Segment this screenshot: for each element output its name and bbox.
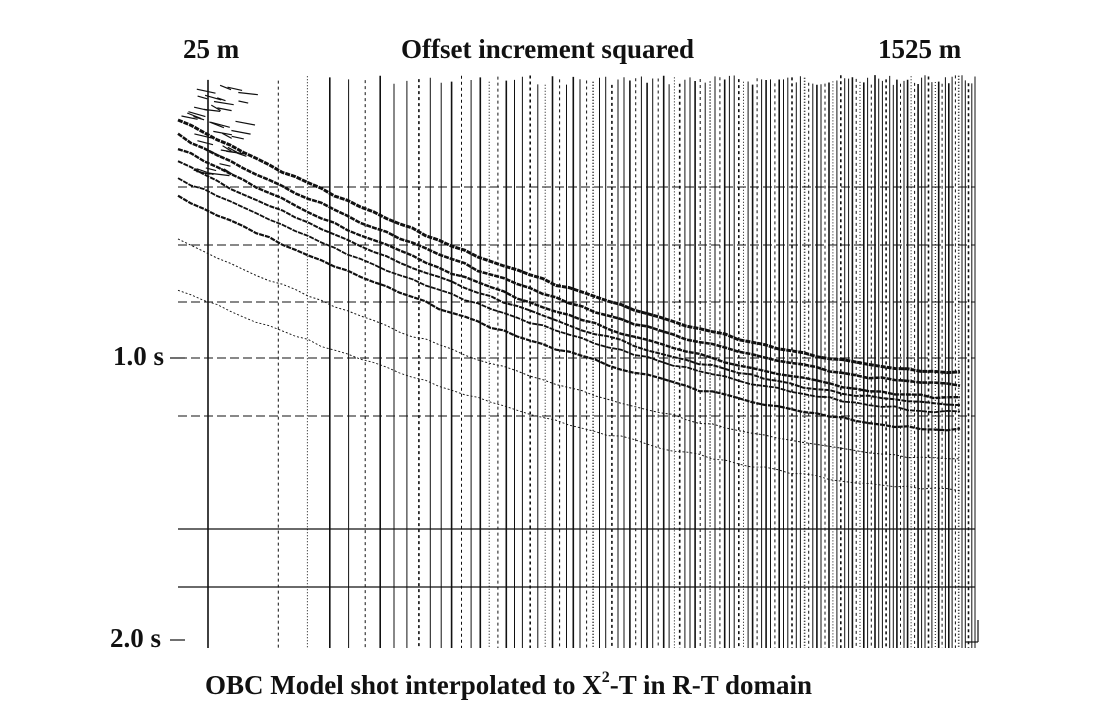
- early-arrival-mark: [193, 115, 205, 121]
- early-arrival-mark: [209, 121, 225, 129]
- time-label-2s: 2.0 s: [110, 623, 162, 653]
- early-arrival-mark: [181, 115, 198, 120]
- reflection-event: [177, 194, 961, 432]
- offset-start-label: 25 m: [183, 34, 240, 64]
- early-arrival-mark: [196, 170, 211, 175]
- caption-prefix: OBC Model shot interpolated to X: [205, 670, 602, 700]
- caption-superscript: 2: [601, 669, 610, 686]
- time-label-1s: 1.0 s: [113, 341, 165, 371]
- reflection-event: [177, 160, 961, 407]
- early-arrival-mark: [231, 135, 244, 140]
- early-arrival-mark: [208, 172, 230, 177]
- early-arrival-mark: [197, 95, 208, 100]
- early-arrival-mark: [238, 91, 258, 96]
- early-arrival-mark: [219, 163, 231, 167]
- early-arrival-mark: [222, 132, 232, 139]
- time-grid-lines: [170, 186, 975, 641]
- early-arrival-mark: [222, 145, 232, 152]
- caption-suffix: -T in R-T domain: [609, 670, 813, 700]
- early-arrival-mark: [196, 88, 216, 94]
- early-arrival-mark: [220, 149, 242, 154]
- reflection-events: [177, 84, 961, 492]
- early-arrival-mark: [227, 86, 243, 91]
- early-arrival-mark: [235, 120, 256, 126]
- early-arrival-mark: [208, 149, 221, 157]
- reflection-event: [177, 147, 960, 400]
- offset-end-label: 1525 m: [878, 34, 962, 64]
- offset-axis-title: Offset increment squared: [401, 34, 694, 64]
- early-arrival-mark: [217, 107, 232, 112]
- early-arrival-mark: [223, 168, 233, 175]
- early-arrival-mark: [219, 84, 232, 91]
- early-arrival-mark: [193, 106, 208, 111]
- early-arrival-mark: [210, 104, 222, 112]
- early-arrival-mark: [204, 94, 222, 101]
- early-arrival-mark: [194, 133, 213, 139]
- plot-frame: [965, 620, 979, 643]
- early-arrival-mark: [238, 100, 249, 104]
- early-arrival-mark: [205, 167, 217, 172]
- early-arrival-mark: [213, 100, 234, 106]
- early-arrival-mark: [197, 140, 214, 146]
- figure-caption: OBC Model shot interpolated to X2-T in R…: [205, 669, 813, 700]
- early-arrival-mark: [188, 111, 206, 118]
- reflection-event: [177, 177, 961, 414]
- reflection-event: [177, 132, 961, 387]
- early-arrival-mark: [236, 152, 247, 157]
- reflection-event: [177, 289, 961, 492]
- early-arrival-mark: [217, 97, 226, 102]
- reflection-event: [177, 238, 961, 460]
- reflection-event: [177, 118, 961, 375]
- early-arrival-mark: [231, 129, 251, 135]
- early-arrival-mark: [227, 146, 238, 153]
